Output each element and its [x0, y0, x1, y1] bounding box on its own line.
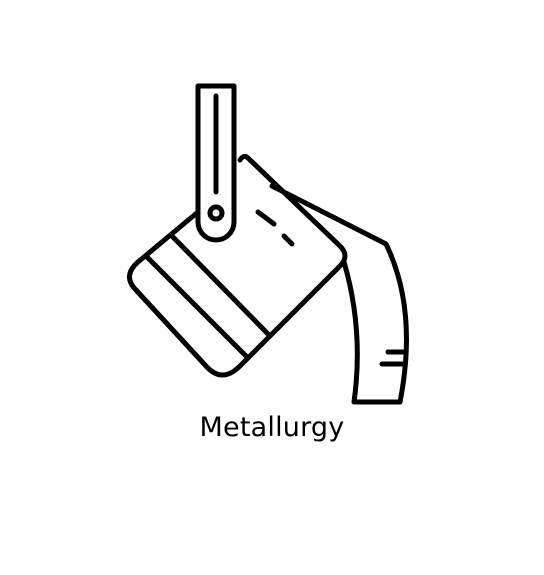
ladle-body — [127, 153, 348, 378]
ladle-band-2 — [145, 255, 249, 359]
molten-stream — [269, 183, 409, 405]
pivot-circle — [207, 204, 225, 222]
ladle-band-1 — [169, 233, 271, 337]
ladle-highlight-1 — [255, 209, 277, 227]
caption-label: Metallurgy — [199, 412, 345, 443]
ladle-highlight-2 — [281, 233, 295, 247]
hanger-arm — [195, 83, 237, 243]
